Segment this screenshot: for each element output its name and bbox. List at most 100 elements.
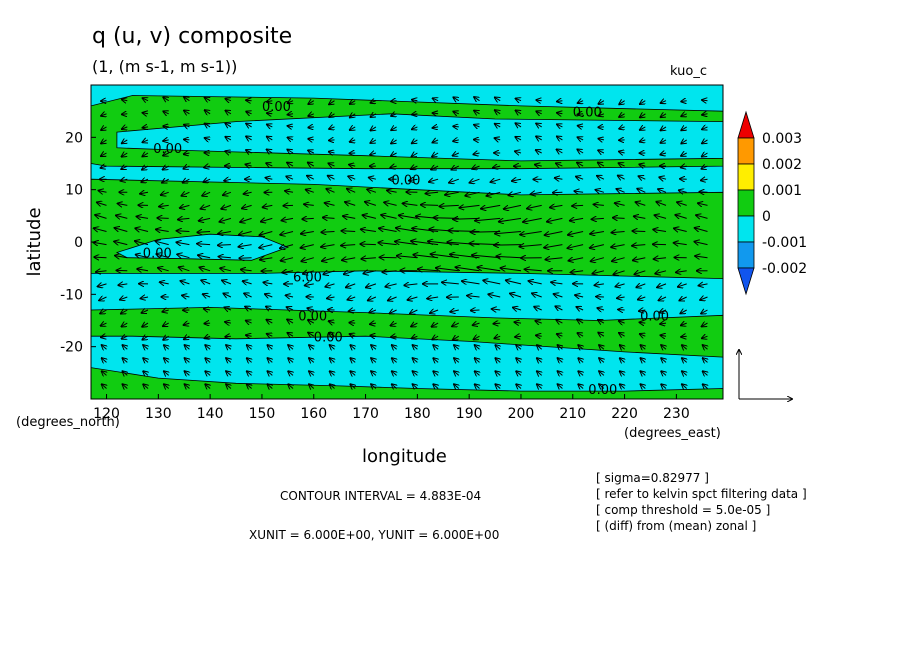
wind-vector bbox=[288, 358, 293, 362]
wind-vector bbox=[204, 309, 211, 310]
wind-vector bbox=[495, 358, 500, 362]
wind-vector bbox=[140, 192, 149, 193]
wind-vector bbox=[361, 229, 376, 231]
wind-vector bbox=[681, 127, 686, 130]
wind-vector bbox=[285, 191, 294, 192]
wind-vector bbox=[287, 320, 294, 324]
wind-vector bbox=[656, 202, 667, 206]
wind-vector bbox=[701, 179, 708, 180]
wind-vector bbox=[268, 371, 273, 375]
wind-vector bbox=[122, 100, 127, 101]
wind-vector bbox=[516, 123, 522, 127]
wind-vector bbox=[329, 333, 335, 336]
wind-vector bbox=[162, 179, 169, 183]
wind-vector bbox=[288, 345, 293, 349]
wind-vector bbox=[618, 310, 625, 311]
wind-vector bbox=[390, 166, 397, 168]
wind-vector bbox=[703, 358, 708, 362]
wind-vector bbox=[123, 371, 128, 375]
wind-vector bbox=[163, 153, 169, 156]
wind-vector bbox=[516, 358, 521, 362]
wind-vector bbox=[577, 163, 584, 167]
note-line: [ (diff) from (mean) zonal ] bbox=[596, 519, 757, 533]
wind-vector bbox=[101, 323, 107, 326]
wind-vector bbox=[266, 178, 273, 180]
wind-vector bbox=[226, 358, 231, 362]
wind-vector bbox=[637, 189, 646, 193]
wind-vector bbox=[537, 345, 542, 349]
wind-vector bbox=[221, 205, 232, 209]
wind-vector bbox=[433, 98, 438, 100]
wind-vector bbox=[634, 216, 646, 218]
wind-vector bbox=[513, 308, 522, 311]
wind-vector bbox=[590, 245, 605, 248]
wind-vector bbox=[101, 140, 106, 144]
wind-vector bbox=[550, 205, 563, 207]
wind-vector bbox=[219, 257, 231, 258]
wind-vector bbox=[680, 310, 687, 313]
wind-vector bbox=[577, 150, 584, 154]
wind-vector bbox=[225, 137, 231, 140]
wind-vector bbox=[674, 228, 687, 231]
wind-vector bbox=[577, 320, 584, 324]
wind-vector bbox=[702, 323, 708, 326]
colorbar: 0.003 0.002 0.001 0 -0.001 -0.002 bbox=[737, 110, 807, 296]
wind-vector bbox=[371, 127, 376, 131]
wind-vector bbox=[308, 114, 314, 116]
wind-vector bbox=[494, 323, 501, 324]
wind-vector bbox=[655, 215, 667, 218]
wind-vector bbox=[487, 192, 501, 196]
wind-vector bbox=[308, 320, 315, 323]
wind-vector bbox=[350, 345, 355, 349]
wind-vector bbox=[596, 190, 605, 193]
wind-vector bbox=[661, 335, 667, 336]
wind-vector bbox=[655, 271, 667, 274]
wind-vector bbox=[454, 345, 459, 349]
wind-vector bbox=[411, 323, 418, 326]
wind-vector bbox=[638, 297, 646, 300]
wind-vector bbox=[558, 358, 563, 362]
wind-vector bbox=[267, 150, 273, 154]
wind-vector bbox=[611, 245, 625, 248]
wind-vector bbox=[620, 358, 625, 362]
wind-vector bbox=[305, 284, 314, 286]
wind-vector bbox=[197, 244, 211, 245]
wind-vector bbox=[308, 333, 315, 337]
wind-vector bbox=[520, 245, 542, 247]
wind-vector bbox=[640, 322, 646, 323]
wind-vector bbox=[309, 345, 314, 349]
wind-vector bbox=[535, 321, 542, 323]
wind-vector bbox=[536, 136, 542, 140]
wind-vector bbox=[184, 166, 190, 169]
wind-vector bbox=[641, 371, 646, 375]
wind-vector bbox=[142, 336, 149, 339]
wind-vector bbox=[177, 231, 190, 232]
wind-vector bbox=[203, 294, 211, 297]
wind-vector bbox=[426, 192, 439, 193]
wind-vector bbox=[97, 202, 107, 205]
wind-vector bbox=[329, 321, 335, 323]
wind-vector bbox=[702, 114, 708, 115]
wind-vector bbox=[558, 345, 563, 349]
wind-vector bbox=[475, 371, 480, 375]
wind-vector bbox=[465, 192, 480, 195]
wind-vector bbox=[412, 140, 418, 143]
wind-vector bbox=[122, 336, 128, 339]
wind-vector bbox=[494, 336, 501, 338]
wind-vector bbox=[570, 218, 584, 220]
wind-vector bbox=[224, 179, 232, 181]
wind-vector bbox=[620, 384, 625, 388]
x-tick-label: 230 bbox=[663, 406, 690, 422]
wind-vector bbox=[326, 189, 335, 193]
wind-vector bbox=[203, 179, 211, 182]
wind-vector bbox=[137, 217, 149, 219]
wind-vector bbox=[349, 323, 356, 324]
x-tick-label: 130 bbox=[145, 406, 172, 422]
wind-vector bbox=[616, 284, 625, 287]
wind-vector bbox=[368, 297, 377, 300]
wind-vector bbox=[531, 192, 542, 194]
wind-vector bbox=[614, 271, 625, 275]
wind-vector bbox=[491, 179, 501, 182]
wind-vector bbox=[661, 114, 666, 117]
wind-vector bbox=[660, 323, 667, 324]
